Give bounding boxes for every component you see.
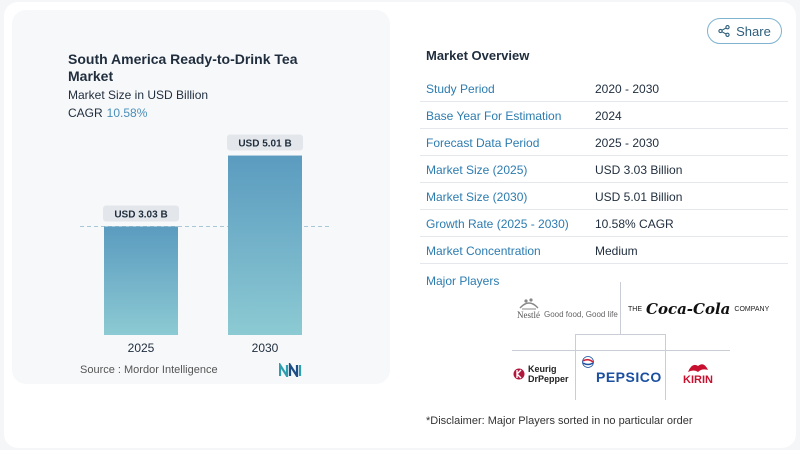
overview-label: Study Period: [426, 82, 495, 96]
overview-value: Medium: [595, 244, 638, 258]
chart-title: South America Ready-to-Drink Tea Market: [68, 51, 298, 84]
overview-value: USD 5.01 Billion: [595, 190, 683, 204]
divider: [620, 282, 621, 334]
kirin-name: KIRIN: [683, 374, 713, 386]
overview-row-market-size-2025: Market Size (2025) USD 3.03 Billion: [420, 157, 788, 183]
kdp-icon: [513, 368, 525, 380]
chart-card: [12, 10, 390, 384]
coca-cola-logo: THE Coca-Cola COMPANY: [628, 300, 769, 318]
keurig-drpepper-logo: Keurig DrPepper: [513, 364, 569, 384]
kirin-logo: KIRIN: [683, 360, 713, 386]
overview-label: Market Concentration: [426, 244, 541, 258]
mordor-intelligence-logo: [279, 363, 302, 377]
overview-row-growth-rate: Growth Rate (2025 - 2030) 10.58% CAGR: [420, 211, 788, 237]
source-note: Source : Mordor Intelligence: [80, 364, 218, 376]
overview-label: Market Size (2025): [426, 163, 528, 177]
chart-subtitle: Market Size in USD Billion: [68, 88, 209, 102]
nestle-logo: Nestlé Good food, Good life: [517, 296, 618, 320]
bar-chart: USD 3.03 B 2025 USD 5.01 B 2030: [80, 134, 330, 355]
overview-label: Forecast Data Period: [426, 136, 540, 150]
overview-row-market-size-2030: Market Size (2030) USD 5.01 Billion: [420, 184, 788, 210]
pepsico-logo: PEPSICO: [582, 356, 662, 385]
share-icon: [718, 25, 730, 37]
x-tick-label: 2025: [128, 341, 155, 355]
share-button[interactable]: Share: [707, 18, 782, 44]
kirin-creature-icon: [687, 364, 708, 372]
overview-row-forecast-period: Forecast Data Period 2025 - 2030: [420, 130, 788, 156]
overview-value: 2020 - 2030: [595, 82, 660, 96]
pepsico-name: PEPSICO: [596, 369, 662, 385]
cagr-value: 10.58%: [106, 106, 148, 120]
overview-row-market-concentration: Market Concentration Medium: [420, 238, 788, 264]
overview-value: 2024: [595, 109, 622, 123]
overview-label: Growth Rate (2025 - 2030): [426, 217, 569, 231]
major-players-title: Major Players: [426, 274, 500, 288]
bar-2030: [228, 155, 302, 335]
overview-value: 10.58% CAGR: [595, 217, 674, 231]
keurig-line2: DrPepper: [528, 374, 569, 384]
coca-cola-prefix: THE: [628, 305, 642, 313]
overview-row-study-period: Study Period 2020 - 2030: [420, 76, 788, 102]
nest-icon: [518, 298, 539, 310]
overview-value: 2025 - 2030: [595, 136, 660, 150]
coca-cola-name: Coca-Cola: [646, 300, 731, 318]
nestle-name: Nestlé: [517, 310, 540, 320]
divider: [575, 334, 576, 400]
divider: [665, 334, 666, 400]
data-label-bg: [227, 134, 303, 151]
chart-cagr: CAGR 10.58%: [68, 106, 147, 120]
market-overview-title: Market Overview: [426, 48, 530, 63]
share-label: Share: [736, 23, 771, 39]
x-tick-label: 2030: [252, 341, 279, 355]
divider: [512, 350, 730, 351]
disclaimer: *Disclaimer: Major Players sorted in no …: [426, 415, 693, 427]
keurig-line1: Keurig: [528, 364, 557, 374]
coca-cola-suffix: COMPANY: [734, 305, 770, 313]
cagr-label: CAGR: [68, 106, 103, 120]
overview-value: USD 3.03 Billion: [595, 163, 683, 177]
bar-2025: [104, 226, 178, 335]
overview-label: Market Size (2030): [426, 190, 528, 204]
nestle-tagline: Good food, Good life: [544, 309, 618, 319]
data-label: USD 5.01 B: [238, 139, 291, 150]
overview-row-base-year: Base Year For Estimation 2024: [420, 103, 788, 129]
pepsico-globe-icon: [582, 356, 594, 368]
data-label-bg: [103, 205, 179, 222]
overview-label: Base Year For Estimation: [426, 109, 562, 123]
divider: [575, 334, 666, 335]
data-label: USD 3.03 B: [114, 209, 167, 220]
